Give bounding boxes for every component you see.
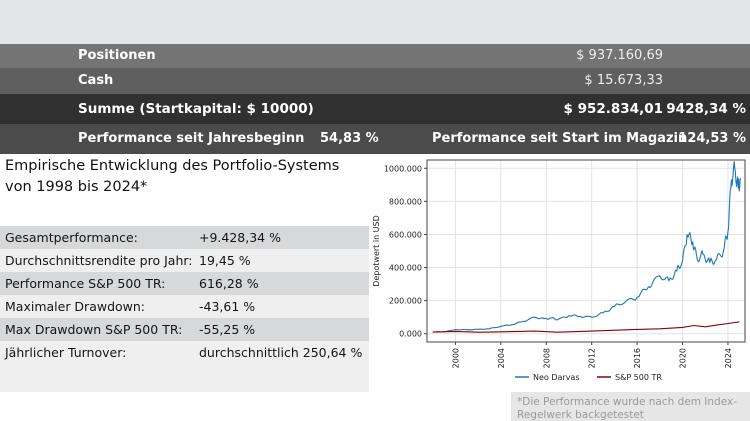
stat-value: -43,61 %: [199, 299, 256, 314]
stat-label: Gesamtperformance:: [5, 230, 138, 245]
performance-chart: 0.000 200.000 400.000 600.000 800.000 1000.00…: [369, 154, 750, 392]
x-tick-label: 2000: [451, 348, 460, 368]
legend-label: Neo Darvas: [533, 373, 580, 382]
x-tick-label: 2012: [588, 348, 597, 368]
x-tick-label: 2008: [542, 348, 551, 368]
ytd-value: 54,83 %: [320, 131, 379, 146]
since-start-label: Performance seit Start im Magazin: [432, 131, 688, 146]
heading-line-1: Empirische Entwicklung des Portfolio-Sys…: [5, 158, 340, 174]
stat-row: Maximaler Drawdown: -43,61 %: [0, 295, 369, 318]
stat-row: Performance S&P 500 TR: 616,28 %: [0, 272, 369, 295]
performance-row: Performance seit Jahresbeginn 54,83 % Pe…: [0, 124, 750, 154]
ytd-label: Performance seit Jahresbeginn: [78, 131, 305, 146]
since-start-value: 124,53 %: [678, 131, 746, 146]
total-value: $ 952.834,01: [563, 101, 664, 117]
positions-label: Positionen: [78, 48, 156, 63]
stat-row: Jährlicher Turnover: durchschnittlich 25…: [0, 341, 369, 364]
stat-label: Jährlicher Turnover:: [5, 345, 127, 360]
stat-label: Performance S&P 500 TR:: [5, 276, 166, 291]
stat-value: durchschnittlich 250,64 %: [199, 345, 363, 360]
positions-value: $ 937.160,69: [576, 48, 663, 63]
stat-row: Gesamtperformance: +9.428,34 %: [0, 226, 369, 249]
top-band: [0, 0, 750, 44]
cash-row: Cash $ 15.673,33: [0, 68, 750, 94]
y-axis-label: Depotwert in USD: [372, 215, 381, 287]
plot-frame: [426, 159, 746, 343]
stat-label: Maximaler Drawdown:: [5, 299, 146, 314]
y-tick-label: 0.000: [399, 330, 422, 339]
x-tick-label: 2016: [633, 348, 642, 368]
stat-row: Durchschnittsrendite pro Jahr: 19,45 %: [0, 249, 369, 272]
positions-row: Positionen $ 937.160,69: [0, 44, 750, 68]
total-label: Summe (Startkapital: $ 10000): [78, 101, 314, 117]
chart-svg: 0.000 200.000 400.000 600.000 800.000 1000.00…: [372, 159, 746, 382]
heading-line-2: von 1998 bis 2024*: [5, 179, 148, 195]
total-percent: 9428,34 %: [666, 101, 746, 117]
y-tick-label: 1000.000: [384, 164, 422, 173]
heading-box: [0, 154, 369, 226]
x-tick-label: 2020: [679, 348, 688, 368]
footnote: *Die Performance wurde nach dem Index-Re…: [511, 392, 750, 421]
stat-value: -55,25 %: [199, 322, 256, 337]
y-tick-label: 600.000: [389, 230, 422, 239]
stat-value: 19,45 %: [199, 253, 251, 268]
x-tick-label: 2024: [724, 348, 733, 368]
y-tick-label: 400.000: [389, 264, 422, 273]
y-tick-label: 200.000: [389, 297, 422, 306]
x-tick-label: 2004: [497, 348, 506, 368]
total-row: Summe (Startkapital: $ 10000) $ 952.834,…: [0, 94, 750, 124]
stat-label: Durchschnittsrendite pro Jahr:: [5, 253, 193, 268]
stat-value: 616,28 %: [199, 276, 259, 291]
stats-table: Gesamtperformance: +9.428,34 % Durchschn…: [0, 226, 369, 364]
section-heading: Empirische Entwicklung des Portfolio-Sys…: [5, 156, 365, 198]
stat-label: Max Drawdown S&P 500 TR:: [5, 322, 183, 337]
series-line-0: [432, 160, 742, 333]
cash-label: Cash: [78, 73, 114, 88]
y-tick-label: 800.000: [389, 197, 422, 206]
cash-value: $ 15.673,33: [584, 73, 663, 88]
stat-row: Max Drawdown S&P 500 TR: -55,25 %: [0, 318, 369, 341]
series-line-1: [432, 321, 740, 333]
legend-label: S&P 500 TR: [615, 373, 662, 382]
stat-value: +9.428,34 %: [199, 230, 281, 245]
